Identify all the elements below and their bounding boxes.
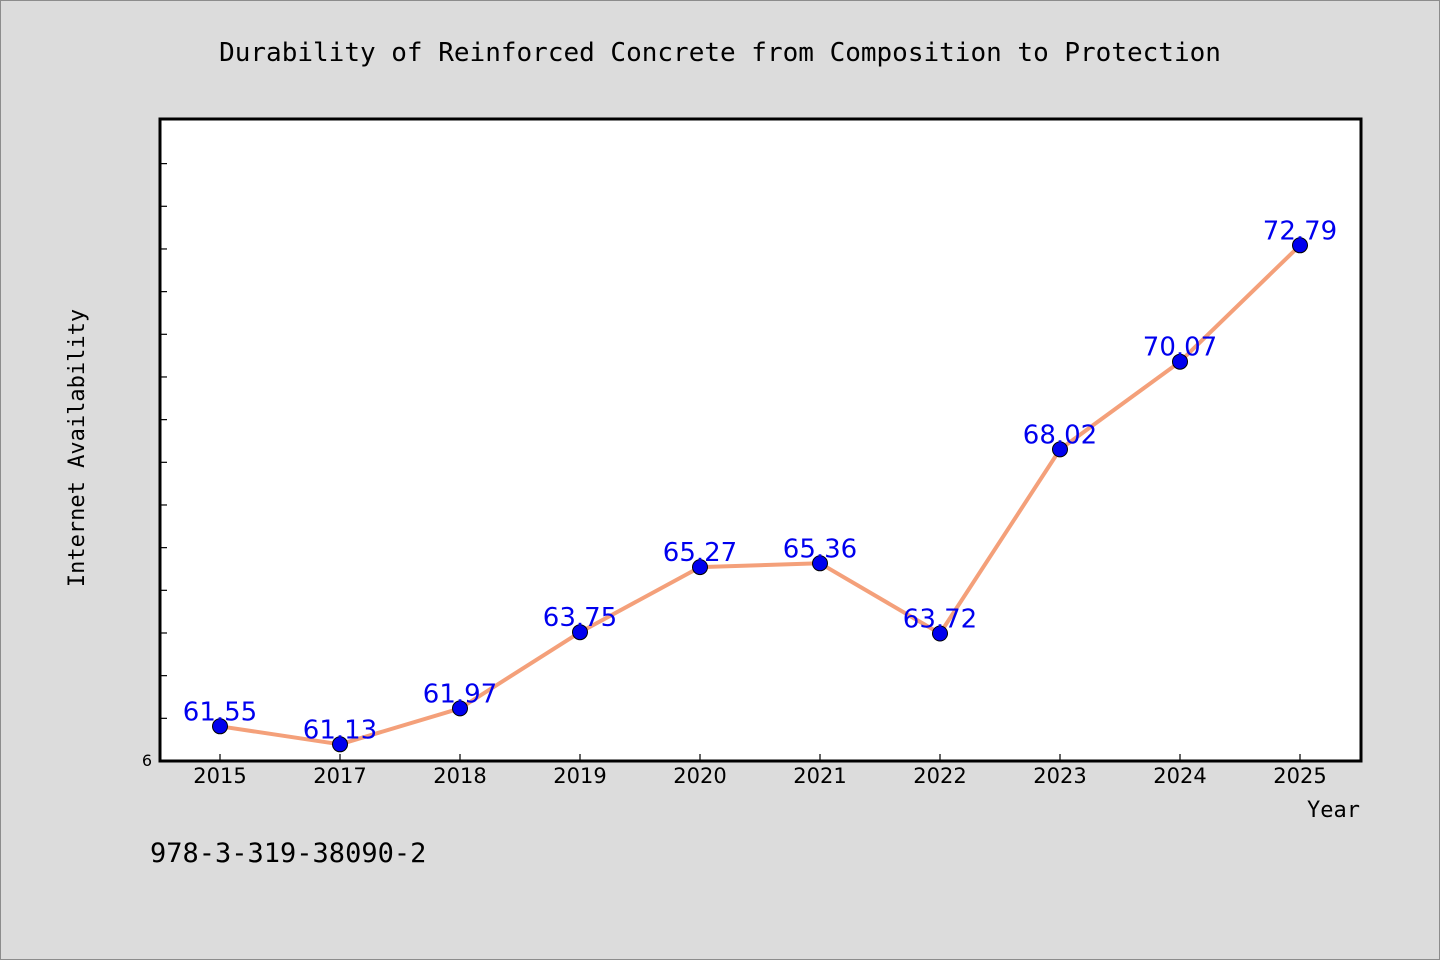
data-label: 65.27 (663, 538, 737, 568)
series-layer (219, 243, 1302, 747)
x-tick-label: 2024 (1153, 764, 1206, 788)
data-point (692, 559, 708, 576)
y-axis-ticks (160, 163, 167, 762)
data-label: 72.79 (1263, 216, 1337, 246)
data-label: 61.97 (423, 679, 497, 709)
x-tick-label: 2023 (1033, 764, 1086, 788)
x-tick-label: 2020 (673, 764, 726, 788)
x-tick-label: 2018 (433, 764, 486, 788)
data-label: 61.55 (183, 697, 257, 727)
x-tick-label: 2021 (793, 764, 846, 788)
series-line (219, 243, 1302, 747)
data-point (812, 555, 828, 572)
marker-layer (212, 237, 1308, 753)
data-point (1292, 237, 1308, 254)
x-axis-ticks: 2015 2017 2018 2019 2020 2021 2022 2023 2024 2025 (193, 754, 1327, 788)
data-label: 65.36 (783, 534, 857, 564)
data-point (1052, 441, 1068, 458)
data-label-layer: 61.55 61.13 61.97 63.75 65.27 65.36 63.72 68.02… (183, 216, 1337, 745)
data-label: 63.72 (903, 605, 977, 635)
y-tick-label: 6 (142, 751, 152, 770)
data-point (1172, 353, 1188, 370)
x-tick-label: 2015 (193, 764, 246, 788)
chart-title: Durability of Reinforced Concrete from C… (219, 38, 1221, 68)
data-label: 70.07 (1143, 333, 1217, 363)
isbn-text: 978-3-319-38090-2 (150, 838, 426, 869)
data-label: 63.75 (543, 603, 617, 633)
y-axis-label: Internet Availability (65, 309, 90, 587)
x-axis-label: Year (1307, 798, 1360, 823)
data-label: 68.02 (1023, 420, 1097, 450)
data-label: 61.13 (303, 715, 377, 745)
data-point (332, 736, 348, 753)
x-tick-label: 2017 (313, 764, 366, 788)
data-point (452, 700, 468, 717)
data-point (572, 624, 588, 641)
x-tick-label: 2025 (1273, 764, 1326, 788)
x-tick-label: 2022 (913, 764, 966, 788)
data-point (212, 718, 228, 735)
x-tick-label: 2019 (553, 764, 606, 788)
data-point (932, 625, 948, 642)
plot-area (158, 117, 1363, 763)
